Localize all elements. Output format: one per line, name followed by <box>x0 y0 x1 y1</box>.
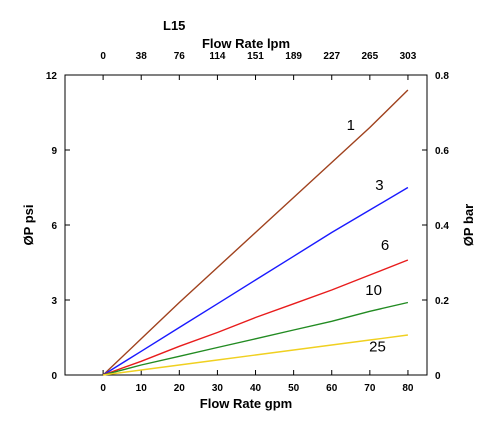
right-y-axis-title: ØP bar <box>461 204 476 246</box>
plot-frame <box>64 74 428 376</box>
x-tick-label: 70 <box>364 383 376 394</box>
y2-tick-label: 0.6 <box>435 146 449 157</box>
y-tick-label: 12 <box>46 71 58 82</box>
x-tick-label: 20 <box>174 383 186 394</box>
x2-tick-label: 303 <box>400 51 417 62</box>
x-tick-label: 60 <box>326 383 338 394</box>
ticks-group: 0 10 20 30 40 50 60 70 800 38 76 114 151 189 227 265 303… <box>46 51 449 394</box>
y-tick-label: 6 <box>51 221 57 232</box>
x2-tick-label: 38 <box>136 51 148 62</box>
x2-tick-label: 189 <box>285 51 302 62</box>
series-line-10 <box>102 301 409 376</box>
x2-tick-label: 265 <box>361 51 378 62</box>
bottom-x-axis-title: Flow Rate gpm <box>200 396 292 411</box>
series-line-25 <box>103 334 408 376</box>
series-line-6 <box>102 259 409 376</box>
top-x-axis-title: Flow Rate lpm <box>202 36 290 51</box>
y2-tick-label: 0.8 <box>435 71 449 82</box>
x-tick-label: 40 <box>250 383 262 394</box>
series-label-10: 10 <box>365 282 382 299</box>
x2-tick-label: 76 <box>174 51 186 62</box>
series-line-3 <box>102 186 409 376</box>
y2-tick-label: 0 <box>435 371 441 382</box>
y2-tick-label: 0.2 <box>435 296 449 307</box>
x2-tick-label: 227 <box>323 51 340 62</box>
series-label-1: 1 <box>347 117 355 134</box>
x-tick-label: 0 <box>100 383 106 394</box>
series-line-1 <box>102 89 409 376</box>
y-tick-label: 9 <box>51 146 57 157</box>
left-y-axis-title: ØP psi <box>21 205 36 246</box>
x-tick-label: 10 <box>136 383 148 394</box>
series-label-3: 3 <box>375 177 383 194</box>
series-lines-group <box>102 89 409 376</box>
x-tick-label: 80 <box>402 383 414 394</box>
series-labels-group: 1 3 6 10 25 <box>347 117 390 355</box>
x-tick-label: 50 <box>288 383 300 394</box>
x2-tick-label: 114 <box>209 51 226 62</box>
series-label-25: 25 <box>369 338 386 355</box>
x2-tick-label: 0 <box>100 51 106 62</box>
y-tick-label: 3 <box>51 296 57 307</box>
y2-tick-label: 0.4 <box>435 221 449 232</box>
y-tick-label: 0 <box>51 371 57 382</box>
x-tick-label: 30 <box>212 383 224 394</box>
chart-title: L15 <box>163 18 185 33</box>
x2-tick-label: 151 <box>247 51 264 62</box>
series-label-6: 6 <box>381 237 389 254</box>
